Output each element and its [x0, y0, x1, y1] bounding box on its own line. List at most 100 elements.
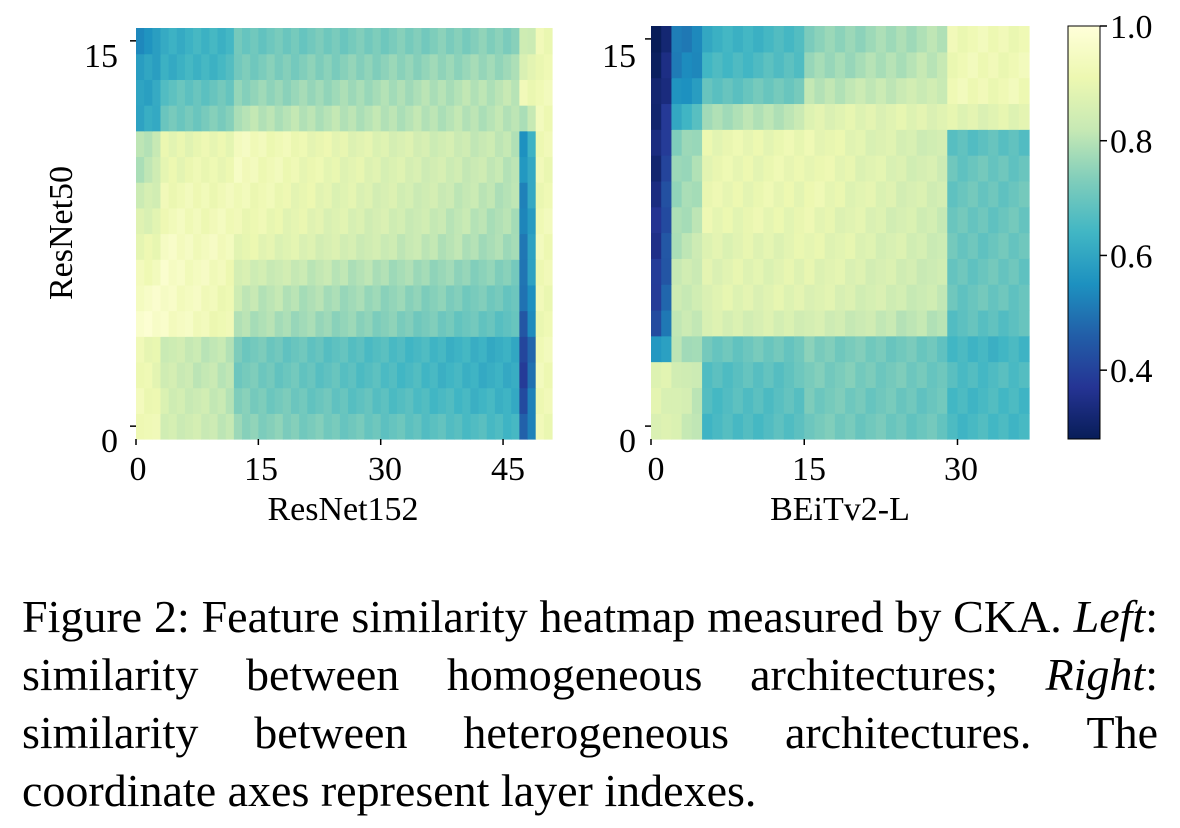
heatmap-cell [681, 361, 693, 388]
heatmap-cell [855, 335, 867, 363]
heatmap-cell [339, 233, 349, 260]
heatmap-cell [519, 130, 529, 158]
heatmap-cell [794, 155, 805, 182]
heatmap-cell [967, 413, 979, 440]
heatmap-cell [160, 233, 170, 260]
heatmap-cell [998, 387, 1010, 414]
heatmap-cell [184, 79, 194, 106]
heatmap-cell [331, 130, 341, 158]
heatmap-cell [804, 284, 816, 311]
heatmap-cell [470, 207, 480, 235]
heatmap-cell [136, 387, 145, 414]
heatmap-cell [977, 309, 989, 337]
heatmap-cell [209, 156, 219, 183]
heatmap-cell [217, 284, 227, 312]
heatmap-cell [397, 182, 406, 209]
heatmap-cell [1008, 361, 1020, 388]
heatmap-cell [742, 206, 754, 234]
heatmap-cell [445, 28, 455, 55]
heatmap-cell [339, 284, 349, 312]
heatmap-cell [742, 309, 754, 337]
heatmap-cell [1018, 180, 1030, 208]
heatmap-cell [405, 259, 414, 286]
heatmap-cell [209, 310, 219, 337]
heatmap-cell [356, 53, 365, 80]
heatmap-cell [315, 182, 325, 209]
heatmap-cell [988, 51, 999, 79]
heatmap-cell [824, 284, 836, 311]
heatmap-cell [1008, 413, 1020, 440]
heatmap-cell [152, 53, 162, 80]
heatmap-cell [380, 361, 390, 389]
heatmap-cell [906, 258, 918, 285]
heatmap-cell [671, 180, 683, 208]
heatmap-cell [454, 387, 463, 414]
heatmap-cell [193, 105, 202, 132]
heatmap-cell [348, 105, 357, 132]
heatmap-cell [535, 182, 545, 209]
heatmap-cell [274, 156, 284, 183]
heatmap-cell [152, 156, 162, 183]
heatmap-cell [323, 413, 333, 440]
heatmap-cell [702, 26, 713, 53]
heatmap-cell [462, 130, 472, 158]
heatmap-cell [136, 310, 145, 337]
heatmap-cell [168, 413, 178, 440]
heatmap-cell [804, 26, 816, 53]
heatmap-cell [926, 309, 938, 337]
heatmap-cell [356, 259, 365, 286]
heatmap-cell [1008, 206, 1020, 234]
heatmap-cell [397, 79, 406, 106]
heatmap-cell [209, 259, 219, 286]
heatmap-cell [661, 413, 673, 440]
heatmap-cell [916, 103, 928, 130]
heatmap-cell [865, 155, 877, 182]
heatmap-cell [454, 105, 463, 132]
heatmap-cell [535, 310, 545, 337]
heatmap-cell [152, 28, 162, 55]
heatmap-cell [364, 387, 374, 414]
heatmap-cell [486, 387, 496, 414]
heatmap-cell [875, 180, 887, 208]
heatmap-cell [814, 206, 826, 234]
heatmap-cell [242, 233, 251, 260]
heatmap-cell [763, 361, 775, 388]
heatmap-cell [290, 130, 300, 158]
heatmap-cell [348, 413, 357, 440]
heatmap-cell [339, 207, 349, 235]
heatmap-cell [977, 180, 989, 208]
heatmap-cell [478, 130, 488, 158]
heatmap-cell [307, 130, 317, 158]
heatmap-cell [462, 413, 472, 440]
heatmap-cell [356, 413, 365, 440]
heatmap-cell [421, 130, 431, 158]
heatmap-cell [681, 180, 693, 208]
heatmap-cell [274, 310, 284, 337]
heatmap-cell [804, 387, 816, 414]
heatmap-cell [388, 53, 398, 80]
heatmap-cell [323, 28, 333, 55]
heatmap-cell [470, 387, 480, 414]
heatmap-cell [152, 259, 162, 286]
heatmap-cell [896, 206, 908, 234]
heatmap-cell [732, 51, 744, 79]
heatmap-cell [722, 103, 734, 130]
heatmap-cell [160, 130, 170, 158]
heatmap-cell [437, 361, 447, 389]
heatmap-cell [804, 335, 816, 363]
heatmap-cell [217, 387, 227, 414]
heatmap-cell [445, 336, 455, 363]
heatmap-cell [184, 233, 194, 260]
heatmap-cell [651, 103, 662, 130]
heatmap-cell [691, 77, 703, 105]
heatmap-cell [511, 361, 520, 389]
heatmap-cell [511, 233, 520, 260]
heatmap-cell [661, 387, 673, 414]
heatmap-cell [315, 387, 325, 414]
heatmap-cell [742, 103, 754, 130]
heatmap-cell [519, 233, 529, 260]
heatmap-cell [527, 207, 537, 235]
heatmap-cell [201, 387, 211, 414]
heatmap-cell [896, 51, 908, 79]
heatmap-cell [258, 156, 268, 183]
